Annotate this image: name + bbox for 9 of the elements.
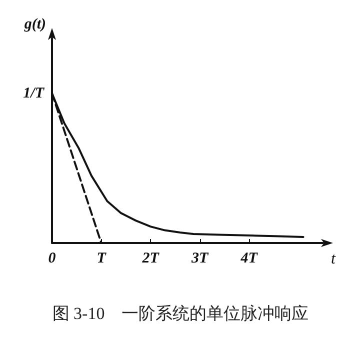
y-axis-title: g(t) xyxy=(23,16,46,32)
x-tick-label: 0 xyxy=(48,250,56,266)
x-tick-label: 2T xyxy=(141,250,160,266)
x-tick-label: 3T xyxy=(190,250,209,266)
x-axis-title: t xyxy=(331,250,336,268)
x-tick-label: T xyxy=(96,250,107,266)
text: 图 3-10 一阶系统的单位脉冲响应 xyxy=(52,304,309,323)
x-tick-label: 4T xyxy=(240,250,258,266)
annotation: 1/T xyxy=(23,85,45,102)
